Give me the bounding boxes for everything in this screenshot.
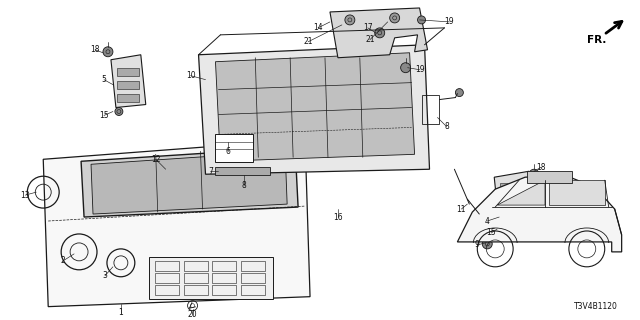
Text: 19: 19 [445,17,454,27]
Text: 8: 8 [242,181,246,190]
Bar [212,273,236,283]
Text: 3: 3 [102,271,108,280]
Bar [212,261,236,271]
Bar [212,285,236,295]
Circle shape [417,16,426,24]
Bar [117,81,139,89]
Bar [148,257,273,299]
Bar [117,68,139,76]
Polygon shape [216,53,415,161]
Circle shape [115,108,123,116]
Circle shape [103,47,113,57]
Bar [422,95,440,124]
Text: 20: 20 [188,310,197,319]
Circle shape [345,15,355,25]
Bar [184,273,207,283]
Polygon shape [44,140,310,307]
Circle shape [483,239,492,249]
Circle shape [474,213,481,221]
Bar [241,285,265,295]
Polygon shape [198,45,429,174]
Text: 6: 6 [226,147,231,156]
Bar [527,171,572,183]
Text: 8: 8 [444,122,449,131]
Circle shape [390,13,399,23]
Text: 16: 16 [333,212,343,221]
Bar [216,167,270,175]
Bar [500,183,522,191]
Polygon shape [81,147,298,217]
Text: 18: 18 [90,45,100,54]
Text: 5: 5 [102,75,106,84]
Polygon shape [111,55,146,108]
Polygon shape [91,151,287,214]
Text: 14: 14 [313,23,323,32]
Text: T3V4B1120: T3V4B1120 [574,302,618,311]
Text: 15: 15 [486,228,496,237]
Bar [241,273,265,283]
Polygon shape [494,171,534,225]
Circle shape [401,63,411,73]
Text: FR.: FR. [587,35,607,45]
Text: 18: 18 [536,163,546,172]
Polygon shape [497,180,545,205]
Polygon shape [458,175,621,252]
Text: 7: 7 [208,167,213,176]
Text: 21: 21 [365,35,374,44]
Bar [155,261,179,271]
Bar [155,285,179,295]
Bar [184,285,207,295]
Bar [500,207,522,215]
Text: 1: 1 [118,308,124,317]
Circle shape [375,28,385,38]
Bar [500,195,522,203]
Circle shape [495,224,503,232]
Circle shape [456,89,463,97]
Circle shape [529,169,539,179]
Bar [117,93,139,101]
Polygon shape [330,8,428,58]
Bar [155,273,179,283]
Text: 9: 9 [475,240,480,249]
Text: 2: 2 [61,256,65,265]
Text: 4: 4 [485,217,490,226]
Text: 17: 17 [363,23,372,32]
Bar [216,134,253,162]
Text: 19: 19 [415,65,424,74]
Text: 21: 21 [303,37,313,46]
Polygon shape [549,180,605,205]
Text: 15: 15 [99,111,109,120]
Text: 12: 12 [151,155,161,164]
Bar [184,261,207,271]
Text: 11: 11 [456,204,466,213]
Text: 10: 10 [186,71,195,80]
Bar [241,261,265,271]
Text: 13: 13 [20,191,30,200]
